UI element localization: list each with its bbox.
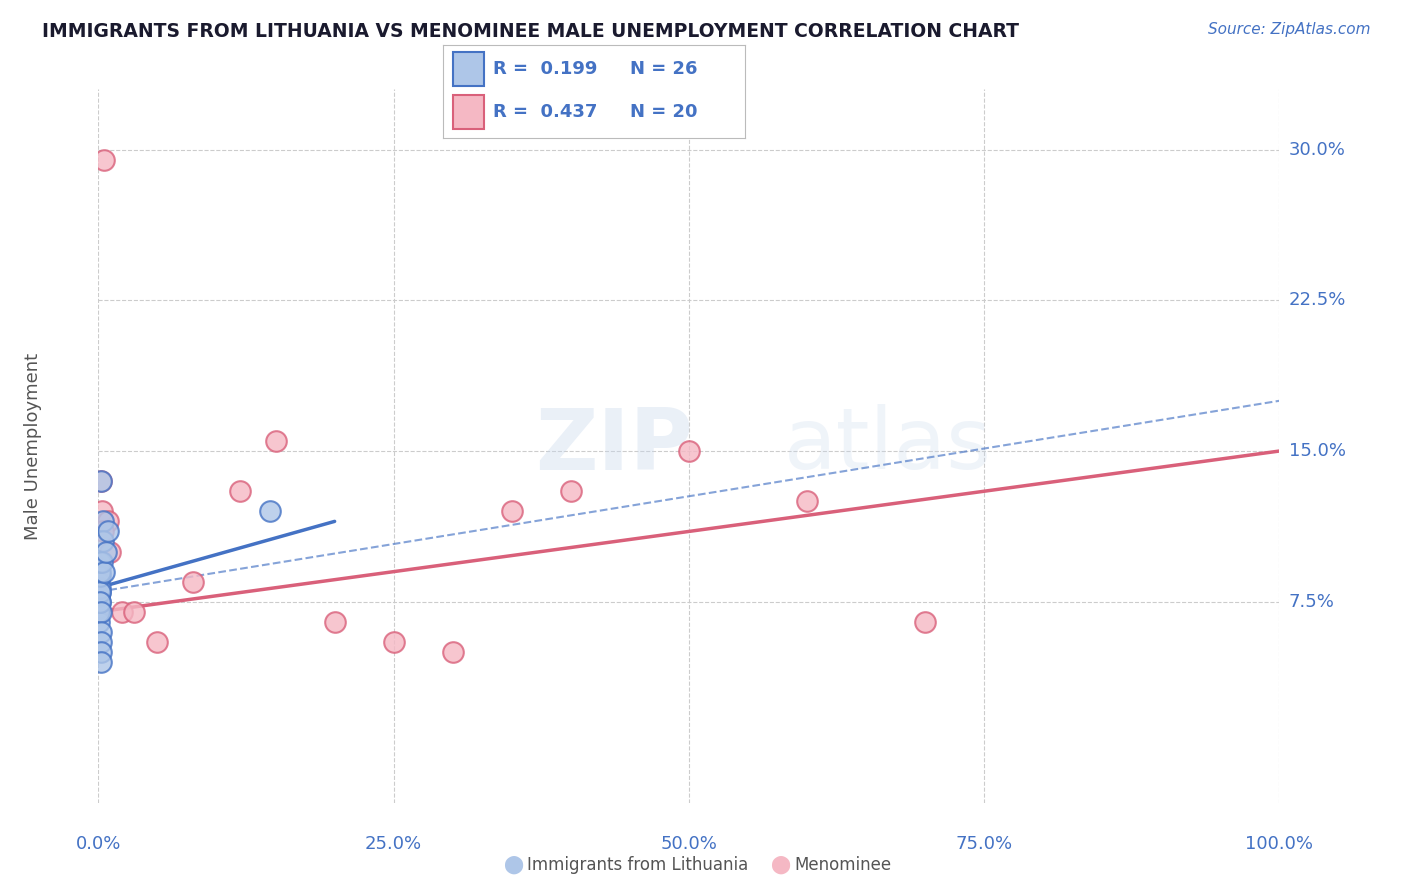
Point — [89, 581, 111, 595]
Point — [97, 515, 120, 529]
Text: N = 26: N = 26 — [630, 60, 697, 78]
Bar — [454, 95, 484, 129]
Text: atlas: atlas — [783, 404, 991, 488]
Text: 7.5%: 7.5% — [1289, 593, 1334, 611]
Point — [90, 635, 112, 649]
Point — [89, 605, 111, 619]
Point — [90, 605, 112, 619]
Text: N = 20: N = 20 — [630, 103, 697, 121]
Point — [91, 555, 114, 569]
Text: 25.0%: 25.0% — [366, 835, 422, 853]
Text: R =  0.199: R = 0.199 — [492, 60, 598, 78]
Text: 22.5%: 22.5% — [1289, 292, 1347, 310]
Point — [146, 635, 169, 649]
Text: R =  0.437: R = 0.437 — [492, 103, 598, 121]
Point — [264, 434, 287, 448]
Point — [229, 484, 252, 499]
Text: Male Unemployment: Male Unemployment — [24, 352, 42, 540]
Text: 75.0%: 75.0% — [956, 835, 1012, 853]
Point — [89, 600, 111, 615]
Point — [91, 534, 114, 549]
Point — [89, 584, 111, 599]
Point — [90, 645, 112, 659]
Text: Menominee: Menominee — [794, 856, 891, 874]
Point — [89, 584, 111, 599]
Point — [89, 615, 111, 629]
Bar — [454, 52, 484, 86]
Point — [914, 615, 936, 629]
Point — [122, 605, 145, 619]
Point — [441, 645, 464, 659]
Point — [90, 474, 112, 488]
Text: Source: ZipAtlas.com: Source: ZipAtlas.com — [1208, 22, 1371, 37]
Point — [678, 444, 700, 458]
Point — [90, 624, 112, 639]
Point — [89, 565, 111, 579]
Point — [90, 655, 112, 669]
Text: 30.0%: 30.0% — [1289, 141, 1346, 159]
Text: Immigrants from Lithuania: Immigrants from Lithuania — [527, 856, 748, 874]
Point — [323, 615, 346, 629]
Point — [111, 605, 134, 619]
Point — [796, 494, 818, 508]
Point — [91, 524, 114, 539]
Point — [98, 544, 121, 558]
Point — [181, 574, 204, 589]
Point — [91, 504, 114, 518]
Point — [382, 635, 405, 649]
Point — [90, 474, 112, 488]
Point — [87, 574, 110, 589]
Text: ZIP: ZIP — [536, 404, 693, 488]
Point — [89, 555, 111, 569]
Point — [94, 544, 117, 558]
Text: 100.0%: 100.0% — [1246, 835, 1313, 853]
Point — [89, 595, 111, 609]
Text: ⬤: ⬤ — [770, 856, 790, 874]
Text: ⬤: ⬤ — [503, 856, 523, 874]
Point — [97, 524, 120, 539]
Text: 50.0%: 50.0% — [661, 835, 717, 853]
Text: 0.0%: 0.0% — [76, 835, 121, 853]
Point — [91, 515, 114, 529]
Text: 15.0%: 15.0% — [1289, 442, 1346, 460]
Point — [501, 504, 523, 518]
Text: IMMIGRANTS FROM LITHUANIA VS MENOMINEE MALE UNEMPLOYMENT CORRELATION CHART: IMMIGRANTS FROM LITHUANIA VS MENOMINEE M… — [42, 22, 1019, 41]
Point — [89, 595, 111, 609]
Point — [89, 589, 111, 603]
Point — [560, 484, 582, 499]
Point — [259, 504, 281, 518]
Point — [93, 565, 115, 579]
Point — [93, 153, 115, 167]
Point — [89, 568, 111, 582]
